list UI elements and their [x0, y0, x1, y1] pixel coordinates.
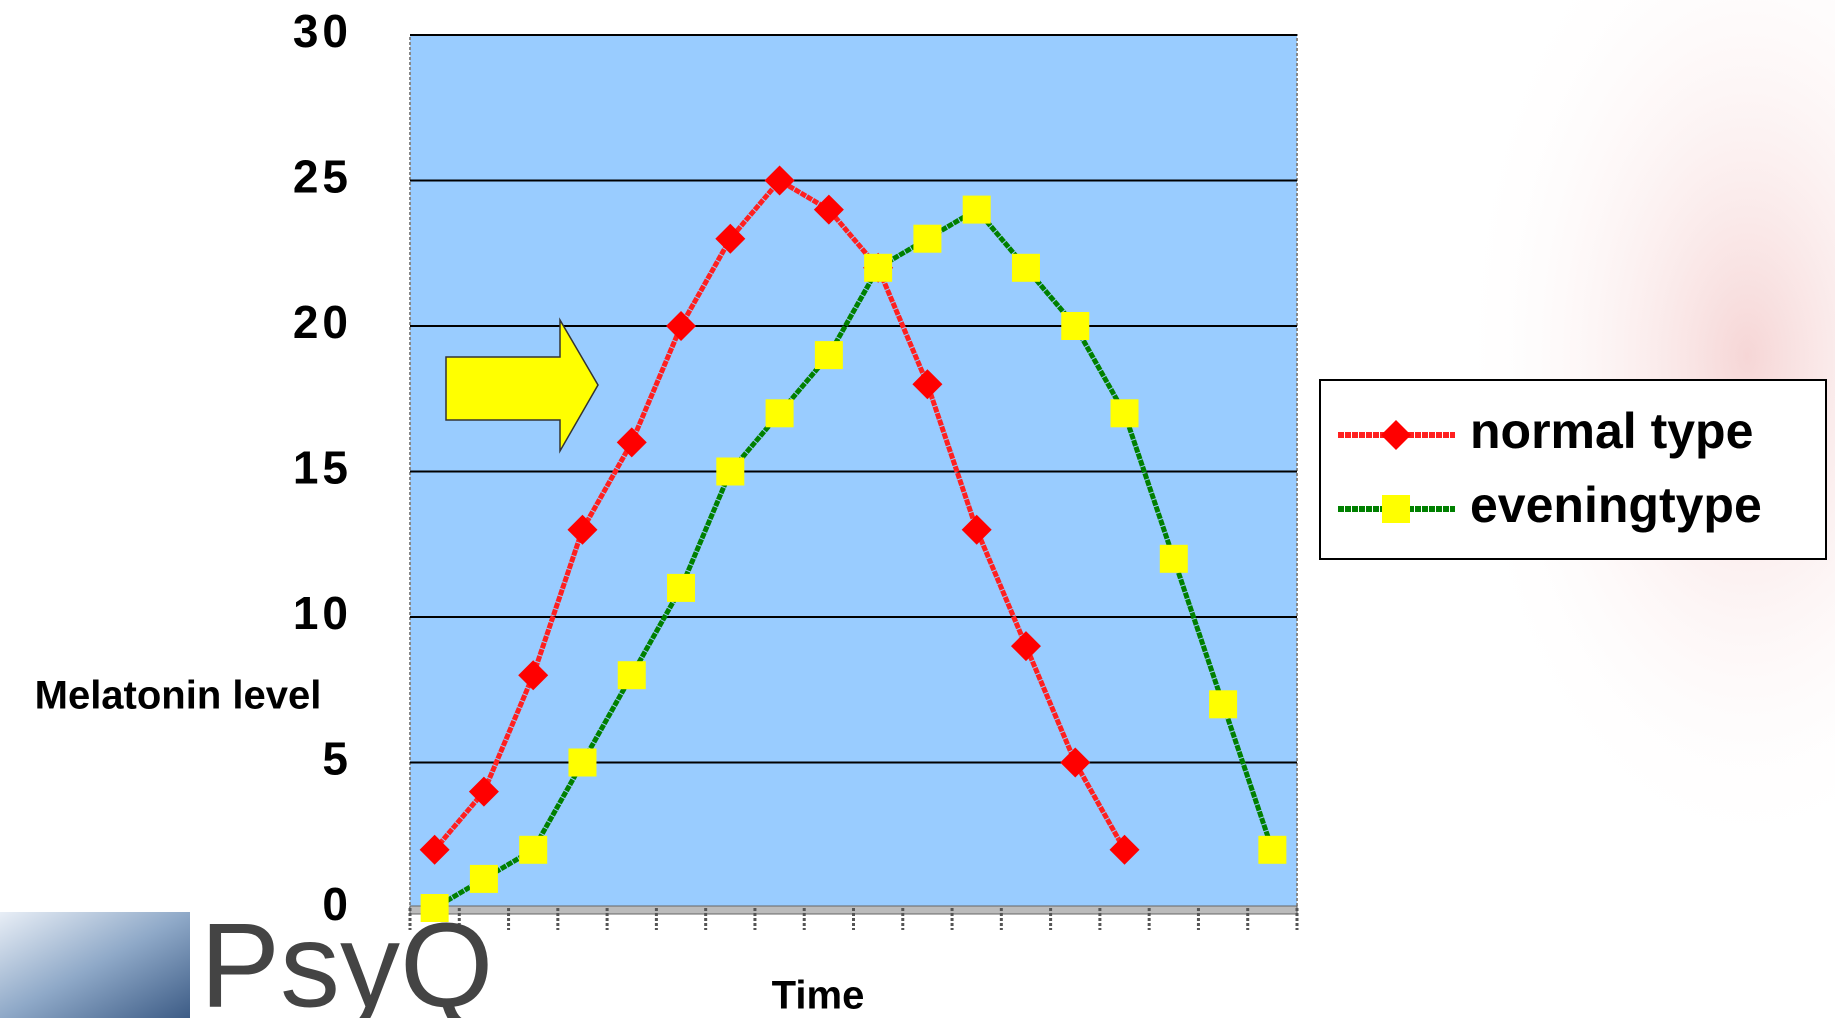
y-tick-label: 10	[293, 587, 352, 639]
data-point	[519, 836, 547, 864]
data-point	[963, 196, 991, 224]
data-point	[766, 399, 794, 427]
data-point	[421, 894, 449, 922]
data-point	[815, 341, 843, 369]
data-point	[864, 254, 892, 282]
data-point	[618, 661, 646, 689]
data-point	[470, 865, 498, 893]
plot-area	[410, 35, 1297, 930]
logo-image	[0, 912, 190, 1018]
y-tick-label: 25	[293, 151, 352, 203]
data-point	[716, 458, 744, 486]
data-point	[913, 225, 941, 253]
data-point	[1160, 545, 1188, 573]
data-point	[568, 749, 596, 777]
legend-label: normal type	[1470, 403, 1753, 459]
y-tick-label: 15	[293, 442, 352, 494]
y-axis-label: Melatonin level	[35, 674, 322, 718]
y-tick-label: 20	[293, 296, 352, 348]
x-axis-label: Time	[772, 974, 865, 1018]
data-point	[1012, 254, 1040, 282]
data-point	[1111, 399, 1139, 427]
legend-marker	[1382, 495, 1410, 523]
y-tick-label: 0	[322, 878, 352, 930]
data-point	[1209, 690, 1237, 718]
legend-label: eveningtype	[1470, 477, 1762, 533]
y-tick-label: 30	[293, 5, 352, 57]
data-point	[1061, 312, 1089, 340]
data-point	[1258, 836, 1286, 864]
chart: PsyQ Melatonin level Time 051015202530no…	[0, 0, 1835, 1018]
page: PsyQ Melatonin level Time 051015202530no…	[0, 0, 1835, 1018]
data-point	[667, 574, 695, 602]
y-tick-label: 5	[322, 733, 352, 785]
